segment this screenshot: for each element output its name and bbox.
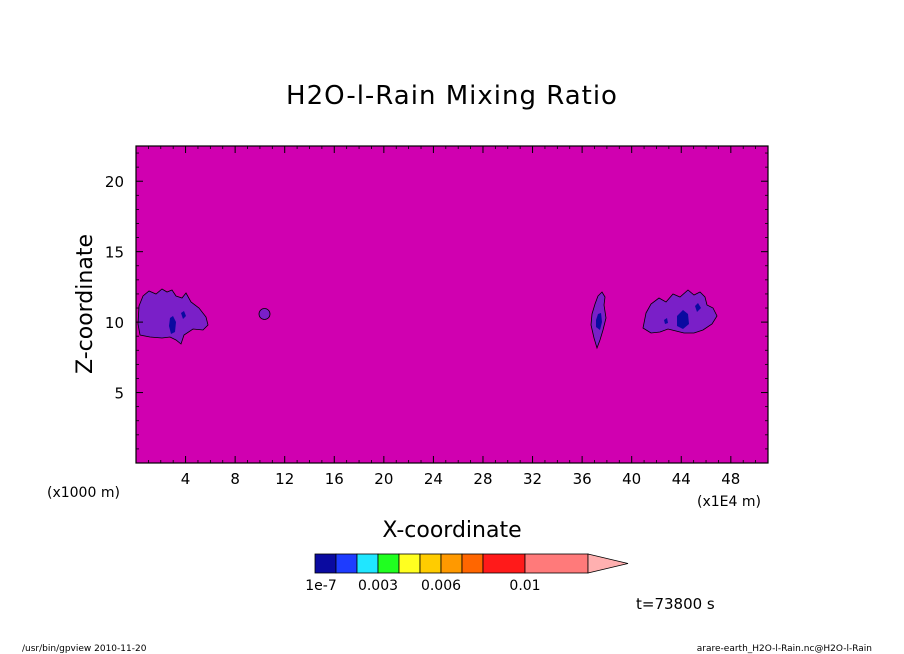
y-tick-label-20: 20 (105, 173, 124, 191)
cloud-left-core-2 (181, 311, 186, 319)
y-tick-label-15: 15 (105, 244, 124, 262)
y-tick-label-10: 10 (105, 314, 124, 332)
x-tick-label-24: 24 (424, 470, 443, 488)
cloud-right (642, 289, 718, 334)
chart-title: H2O-l-Rain Mixing Ratio (286, 81, 618, 111)
x-unit-right: (x1E4 m) (697, 494, 761, 510)
x-tick-label-40: 40 (622, 470, 641, 488)
x-tick-label-16: 16 (325, 470, 344, 488)
footer-left: /usr/bin/gpview 2010-11-20 (22, 644, 147, 654)
colorbar-label-3: 0.01 (509, 578, 540, 594)
colorbar-swatch-3 (377, 553, 400, 574)
cloud-right-core (677, 310, 689, 329)
colorbar-swatch-0 (314, 553, 337, 574)
x-tick-label-20: 20 (374, 470, 393, 488)
colorbar-swatch-8 (482, 553, 526, 574)
colorbar-swatch-1 (335, 553, 358, 574)
colorbar-swatch-7 (461, 553, 484, 574)
x-tick-label-36: 36 (573, 470, 592, 488)
colorbar-label-0: 1e-7 (305, 578, 336, 594)
y-axis-label: Z-coordinate (73, 234, 98, 374)
cloud-small-blob (258, 308, 271, 320)
x-tick-label-12: 12 (275, 470, 294, 488)
x-tick-label-44: 44 (672, 470, 691, 488)
x-tick-label-8: 8 (230, 470, 240, 488)
colorbar-swatch-2 (356, 553, 379, 574)
cloud-left-core (169, 316, 176, 334)
x-unit-left: (x1000 m) (47, 485, 120, 501)
colorbar-swatch-4 (398, 553, 421, 574)
colorbar-swatch-6 (440, 553, 463, 574)
y-tick-label-5: 5 (114, 385, 124, 403)
x-axis-label: X-coordinate (382, 518, 521, 543)
time-label: t=73800 s (636, 595, 715, 613)
x-tick-label-48: 48 (721, 470, 740, 488)
cloud-right-core-3 (664, 318, 668, 324)
colorbar-arrow (587, 553, 629, 574)
cloud-right-core-2 (695, 303, 701, 312)
x-tick-label-28: 28 (473, 470, 492, 488)
x-tick-label-4: 4 (181, 470, 191, 488)
colorbar-label-1: 0.003 (358, 578, 398, 594)
cloud-narrow-core (596, 313, 602, 330)
footer-right: arare-earth_H2O-l-Rain.nc@H2O-l-Rain (697, 644, 872, 654)
colorbar-swatch-5 (419, 553, 442, 574)
colorbar-swatch-9 (524, 553, 589, 574)
x-tick-label-32: 32 (523, 470, 542, 488)
colorbar: 1e-7 0.003 0.006 0.01 (305, 553, 629, 594)
colorbar-label-2: 0.006 (421, 578, 461, 594)
